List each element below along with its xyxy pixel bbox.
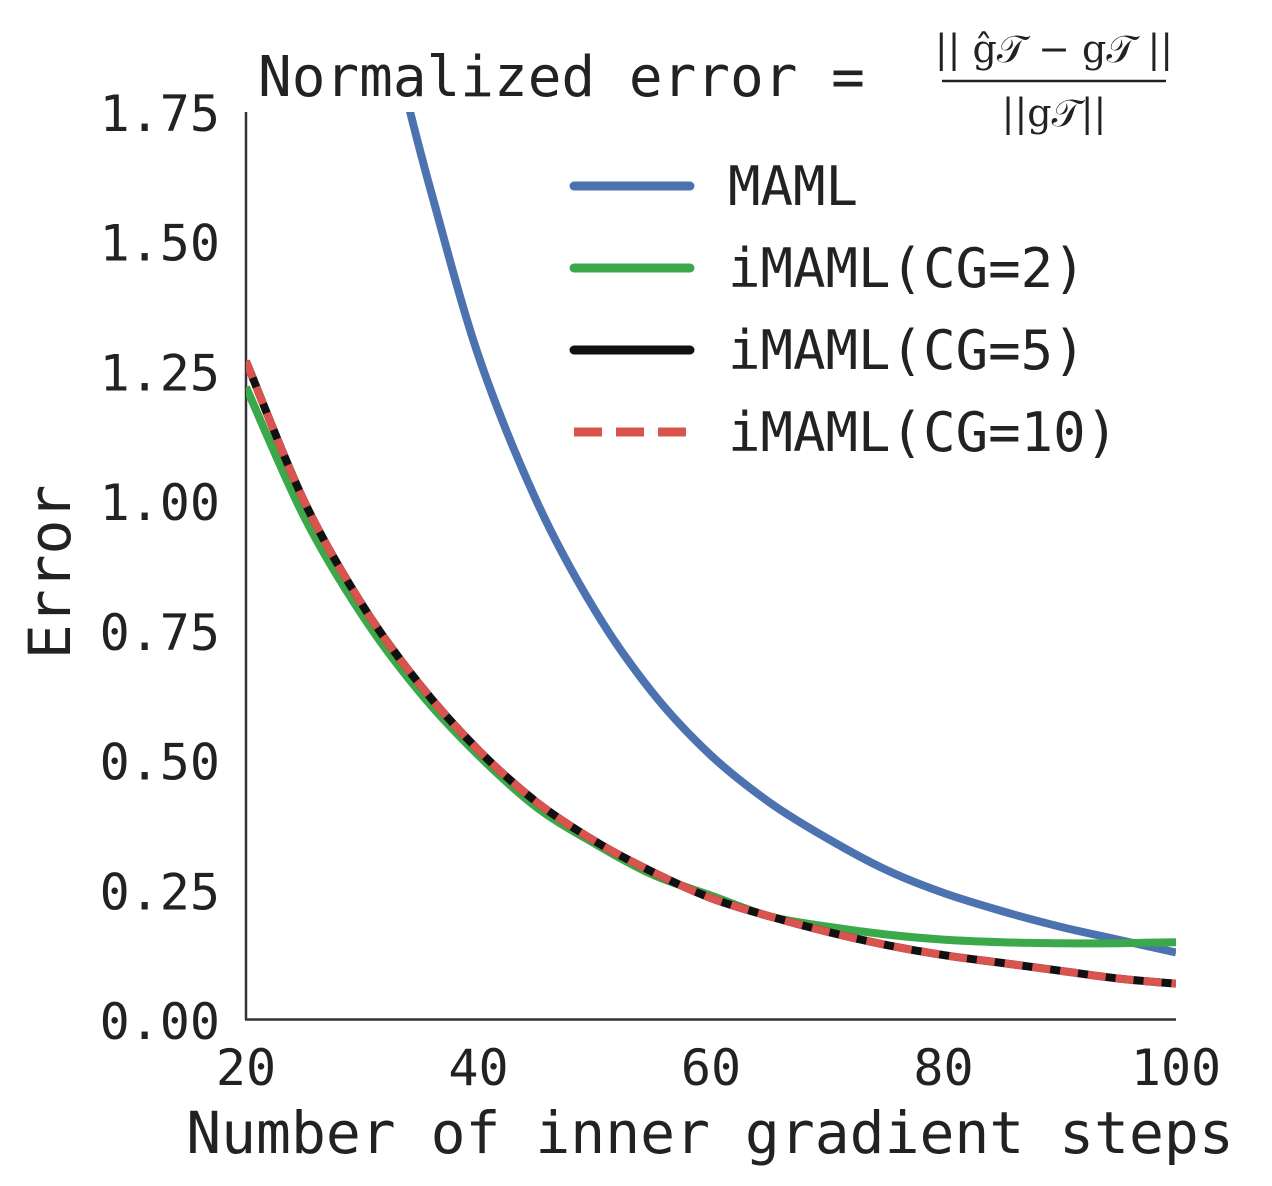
chart-title-denominator: ||g𝒯||: [1002, 91, 1107, 135]
y-tick-label: 0.75: [100, 604, 220, 662]
series-line-maml: [406, 112, 1176, 957]
x-axis-label: Number of inner gradient steps: [186, 1099, 1234, 1167]
legend-label: iMAML(CG=10): [728, 401, 1118, 464]
chart-title-numerator: || ĝ𝒯 − g𝒯 ||: [935, 27, 1173, 71]
legend: MAML iMAML(CG=2) iMAML(CG=5) iMAML(CG=10): [569, 155, 1118, 464]
legend-label: iMAML(CG=5): [728, 319, 1086, 382]
chart-title-prefix: Normalized error =: [258, 45, 865, 110]
y-tick-label: 0.50: [100, 734, 220, 792]
x-tick-label: 20: [216, 1039, 276, 1097]
x-tick-labels: 20 40 60 80 100: [216, 1039, 1221, 1097]
y-axis-label: Error: [16, 485, 84, 660]
y-tick-label: 1.00: [100, 474, 220, 532]
legend-label: MAML: [728, 155, 858, 218]
y-tick-label: 0.25: [100, 863, 220, 921]
legend-label: iMAML(CG=2): [728, 237, 1086, 300]
series-lines: [246, 112, 1176, 988]
y-tick-label: 1.75: [100, 85, 220, 143]
y-tick-labels: 0.00 0.25 0.50 0.75 1.00 1.25 1.50 1.75: [100, 85, 220, 1051]
y-tick-label: 0.00: [100, 993, 220, 1051]
x-tick-label: 60: [681, 1039, 741, 1097]
y-tick-label: 1.50: [100, 215, 220, 273]
series-line-imaml-cg-2: [246, 385, 1176, 948]
chart-title: Normalized error = || ĝ𝒯 − g𝒯 || ||g𝒯||: [258, 27, 1173, 135]
x-tick-label: 80: [913, 1039, 973, 1097]
x-tick-label: 100: [1131, 1039, 1221, 1097]
x-tick-label: 40: [448, 1039, 508, 1097]
y-tick-label: 1.25: [100, 344, 220, 402]
series-line-imaml-cg-10: [246, 359, 1176, 988]
